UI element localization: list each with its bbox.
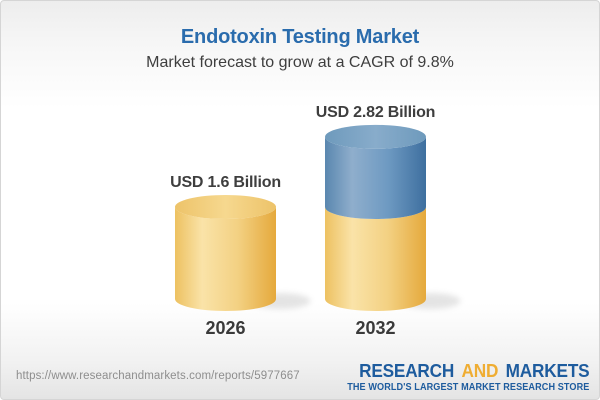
bar-value-label-2032: USD 2.82 Billion <box>315 103 436 121</box>
bar-category-label-2032: 2032 <box>355 318 396 338</box>
cylinder-top-2032 <box>325 124 426 149</box>
report-url-link[interactable]: https://www.researchandmarkets.com/repor… <box>16 370 300 382</box>
logo-word-markets: MARKETS <box>505 360 589 381</box>
bar-category-label-2026: 2026 <box>205 318 246 338</box>
logo-word-and: AND <box>461 360 498 381</box>
cylinder-base-2026 <box>175 207 276 311</box>
page-subtitle: Market forecast to grow at a CAGR of 9.8… <box>146 54 454 71</box>
cylinder-top-2026 <box>175 195 276 219</box>
logo-tagline: THE WORLD'S LARGEST MARKET RESEARCH STOR… <box>346 382 589 393</box>
bar-shadow <box>250 293 311 309</box>
page-title: Endotoxin Testing Market <box>180 26 420 48</box>
logo-word-research: RESEARCH <box>358 360 454 381</box>
cylinder-base-2032 <box>325 207 426 311</box>
research-and-markets-logo: RESEARCH AND MARKETS THE WORLD'S LARGEST… <box>346 360 590 393</box>
logo-wordmark: RESEARCH AND MARKETS <box>347 360 590 381</box>
bar-shadow <box>400 293 461 309</box>
cylinder-growth-2032 <box>325 136 426 219</box>
bar-value-label-2026: USD 1.6 Billion <box>170 174 281 191</box>
